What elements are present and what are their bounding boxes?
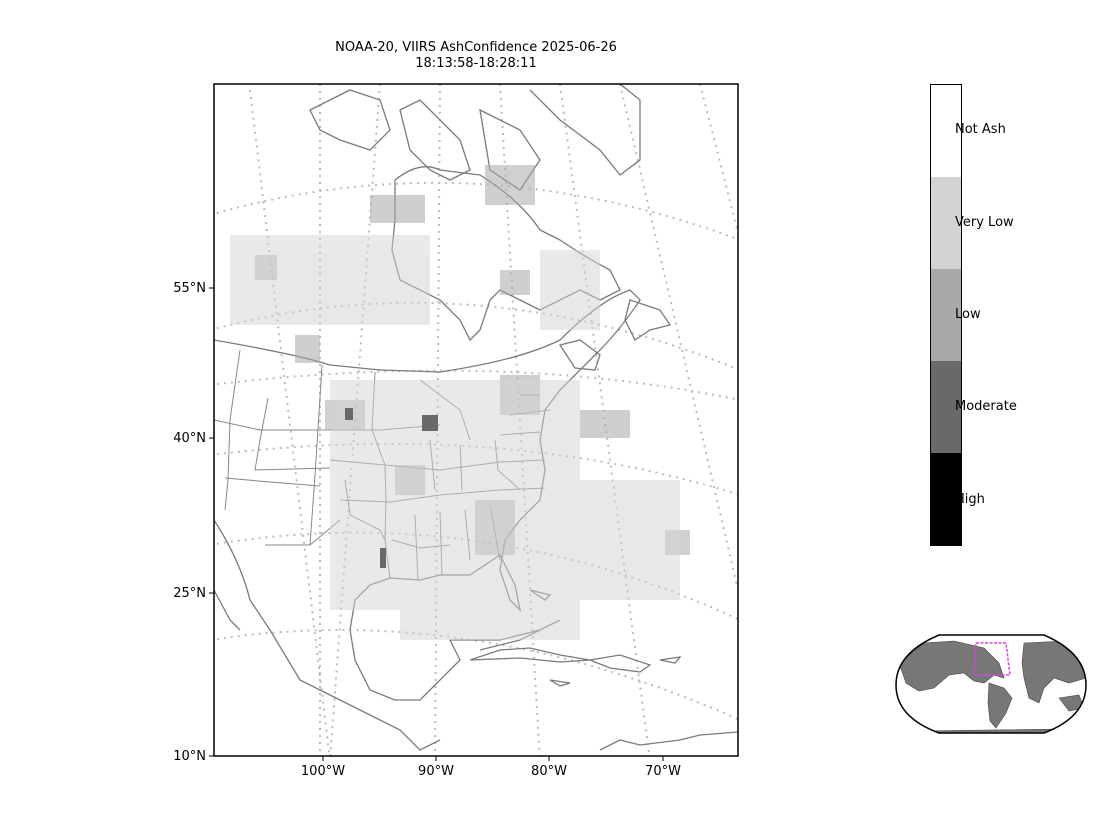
colorbar-segment-high — [931, 453, 961, 545]
lon-label-70w: 70°W — [645, 764, 681, 779]
landmass-eurasia-africa — [1021, 640, 1086, 704]
colorbar-segment-very-low — [931, 177, 961, 269]
colorbar — [930, 84, 962, 546]
title-line-2: 18:13:58-18:28:11 — [415, 56, 537, 71]
lon-label-90w: 90°W — [418, 764, 454, 779]
lat-label-25n: 25°N — [173, 586, 206, 601]
colorbar-label-moderate: Moderate — [955, 399, 1017, 414]
colorbar-label-high: High — [955, 492, 985, 507]
landmass-antarctica — [908, 728, 1075, 733]
map-title: NOAA-20, VIIRS AshConfidence 2025-06-26 … — [214, 40, 738, 72]
title-line-1: NOAA-20, VIIRS AshConfidence 2025-06-26 — [335, 40, 617, 55]
colorbar-segment-moderate — [931, 361, 961, 453]
globe-outline — [895, 634, 1087, 734]
lon-label-80w: 80°W — [531, 764, 567, 779]
landmass-south-america — [987, 682, 1013, 729]
inset-domain-box — [973, 642, 1011, 676]
colorbar-segment-low — [931, 269, 961, 361]
lon-label-100w: 100°W — [300, 764, 346, 779]
colorbar-label-very-low: Very Low — [955, 215, 1014, 230]
colorbar-label-not-ash: Not Ash — [955, 122, 1006, 137]
globe-inset — [895, 634, 1087, 734]
landmass-australia — [1058, 694, 1085, 712]
map-frame — [213, 83, 739, 757]
axis-ticks — [209, 287, 664, 761]
colorbar-segment-not-ash — [931, 85, 961, 177]
lat-label-55n: 55°N — [173, 281, 206, 296]
ash-confidence-speckle — [230, 165, 690, 640]
colorbar-label-low: Low — [955, 307, 981, 322]
lat-label-40n: 40°N — [173, 431, 206, 446]
landmass-north-america — [898, 640, 1005, 692]
lat-label-10n: 10°N — [173, 749, 206, 764]
